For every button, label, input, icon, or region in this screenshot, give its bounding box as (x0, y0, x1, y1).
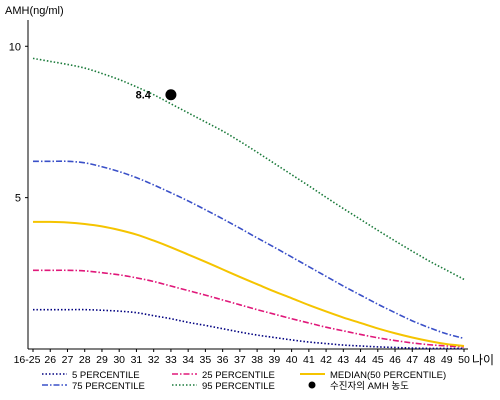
legend-label: 75 PERCENTILE (72, 381, 145, 392)
legend: 5 PERCENTILE 25 PERCENTILE MEDIAN(50 PERCE… (42, 370, 446, 392)
x-tick-label: 35 (200, 354, 212, 366)
series-line-75-percentile (33, 160, 465, 340)
x-tick-label: 48 (424, 354, 436, 366)
series-line-5-percentile (33, 308, 464, 350)
x-tick-label: 34 (182, 354, 194, 366)
series-line-25-percentile (32, 269, 465, 348)
x-tick-label: 39 (269, 354, 281, 366)
x-tick-label: 32 (148, 354, 160, 366)
series-lines (32, 57, 465, 350)
x-tick-label: 40 (286, 354, 298, 366)
x-tick-label: 36 (217, 354, 229, 366)
x-tick-label: 29 (96, 354, 108, 366)
chart-axes: AMH(ng/ml) 나이 5 10 16-25 26 27 28 29 30 31 32 33 34… (5, 5, 494, 367)
legend-label: 수진자의 AMH 농도 (330, 381, 409, 392)
x-tick-label: 27 (62, 354, 74, 366)
legend-point-marker (308, 381, 316, 389)
x-tick-label: 26 (44, 354, 56, 366)
x-tick-label: 31 (131, 354, 143, 366)
legend-label: 25 PERCENTILE (202, 370, 275, 381)
x-tick-label: 49 (441, 354, 453, 366)
x-tick-label: 16-25 (14, 354, 41, 366)
x-tick-label: 47 (406, 354, 418, 366)
y-axis-label: AMH(ng/ml) (5, 5, 64, 17)
x-tick-label: 50 (458, 354, 470, 366)
x-tick-label: 44 (355, 354, 367, 366)
x-axis-label: 나이 (472, 353, 494, 367)
y-tick-label: 10 (9, 41, 21, 53)
x-tick-label: 37 (234, 354, 246, 366)
x-tick-label: 46 (389, 354, 401, 366)
x-tick-label: 30 (113, 354, 125, 366)
series-line-95-percentile (32, 57, 465, 281)
y-tick-label: 5 (15, 193, 21, 205)
series-line-median-50-percentile (32, 220, 465, 347)
x-tick-label: 38 (251, 354, 263, 366)
patient-amh-point (165, 89, 177, 101)
x-tick-label: 45 (372, 354, 384, 366)
x-tick-label: 33 (165, 354, 177, 366)
x-tick-label: 43 (337, 354, 349, 366)
x-tick-label: 41 (303, 354, 315, 366)
patient-amh-value-label: 8.4 (136, 90, 152, 102)
x-tick-label: 28 (79, 354, 91, 366)
legend-label: 5 PERCENTILE (72, 370, 140, 381)
patient-point-layer: 8.4 (136, 89, 177, 102)
legend-label: 95 PERCENTILE (202, 381, 275, 392)
x-tick-label: 42 (320, 354, 332, 366)
legend-label: MEDIAN(50 PERCENTILE) (330, 370, 446, 381)
